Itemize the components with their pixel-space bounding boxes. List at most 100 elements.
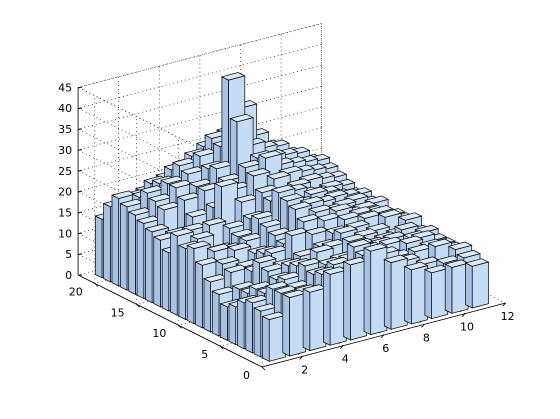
box-edge [78, 23, 322, 88]
bar-top-face [271, 184, 296, 194]
y-tick-mark [261, 366, 266, 371]
bar-top-face [394, 221, 419, 231]
bar-top-face [260, 263, 286, 272]
y-tick-label: 15 [111, 306, 125, 319]
bar-side-face [383, 258, 392, 330]
bar [302, 284, 327, 352]
bar-top-face [464, 258, 490, 267]
bar-side-face [136, 219, 145, 300]
bar-side-face [161, 248, 170, 312]
bar-top-face [316, 212, 342, 222]
bar-top-face [238, 232, 264, 242]
bar-side-face [211, 290, 220, 337]
bar-side-face [253, 307, 262, 358]
bar-top-face [194, 257, 220, 266]
bar-top-face [296, 214, 321, 223]
bar-top-face [214, 256, 240, 265]
bar-side-face [228, 303, 237, 346]
bar-top-face [237, 159, 263, 169]
z-tick-label: 35 [58, 123, 72, 136]
bar-top-face [383, 254, 409, 263]
y-tick-label: 20 [69, 285, 83, 298]
bar-side-face [262, 315, 270, 362]
bar [423, 264, 449, 320]
bar [261, 311, 287, 362]
bar-top-face [168, 179, 194, 189]
x-tick-mark [421, 324, 425, 328]
bar-top-face [208, 160, 234, 170]
bar-top-face [201, 217, 227, 226]
bar-side-face [424, 268, 432, 320]
y-tick-mark [136, 304, 140, 308]
bar-top-face [364, 195, 390, 204]
x-tick-label: 6 [382, 342, 389, 355]
bar-side-face [363, 247, 372, 336]
bar-top-face [410, 230, 436, 239]
bar-side-face [203, 278, 211, 333]
bar-top-face [244, 294, 270, 304]
bar-side-face [145, 227, 153, 304]
bar-top-face [148, 193, 173, 202]
bar-top-face [423, 264, 449, 274]
bar-top-face [266, 171, 292, 180]
bar-top-face [226, 242, 252, 251]
bar-top-face [213, 178, 239, 188]
bar-top-face [456, 249, 481, 259]
bar-top-face [346, 239, 372, 248]
bar-top-face [363, 243, 388, 252]
bar-side-face [444, 263, 453, 314]
bar-top-face [309, 244, 335, 253]
bar-top-face [407, 243, 433, 253]
bar-top-face [281, 289, 307, 298]
bar-top-face [119, 198, 145, 208]
bar-top-face [308, 204, 333, 213]
z-tick-label: 5 [65, 248, 72, 261]
bar-side-face [220, 303, 228, 341]
bar-top-face [217, 173, 243, 182]
z-tick-label: 30 [58, 144, 72, 157]
bar-top-face [287, 201, 313, 210]
bar-top-face [111, 190, 136, 199]
bar [322, 266, 348, 346]
x-tick-mark [299, 356, 303, 360]
bar-side-face [245, 299, 253, 354]
x-tick-label: 12 [501, 310, 515, 323]
x-tick-mark [461, 313, 466, 317]
bar-top-face [206, 243, 232, 252]
bar-top-face [156, 201, 182, 211]
y-tick-mark [219, 345, 224, 350]
bar-top-face [397, 212, 423, 221]
bar-top-face [447, 241, 473, 250]
y-axis [77, 274, 263, 368]
bar-top-face [188, 178, 214, 188]
bar-top-face [259, 219, 284, 228]
bar-side-face [343, 261, 351, 341]
bar-top-face [250, 210, 276, 220]
bar-top-face [322, 266, 348, 275]
x-tick-label: 10 [460, 321, 474, 334]
bar [363, 243, 388, 336]
bar-top-face [192, 148, 218, 157]
bar-top-face [444, 259, 470, 268]
y-tick-label: 5 [201, 348, 208, 361]
bar [464, 258, 490, 309]
bar-top-face [169, 228, 195, 237]
bar-top-face [435, 255, 461, 264]
bar-top-face [342, 256, 368, 266]
bar-top-face [180, 166, 206, 175]
bar-side-face [103, 202, 111, 283]
bar-top-face [144, 223, 170, 233]
bar-top-face [261, 311, 287, 320]
bar-top-face [253, 303, 278, 312]
bar-top-face [341, 233, 367, 243]
bar-top-face [220, 72, 246, 81]
bar-top-face [160, 175, 185, 185]
bar-side-face [195, 261, 203, 329]
bar-top-face [229, 113, 255, 123]
bar-side-face [120, 202, 128, 291]
bar-top-face [263, 245, 289, 254]
bar-top-face [378, 236, 404, 246]
bar-side-face [237, 298, 245, 350]
z-tick-label: 10 [58, 227, 72, 240]
bar-top-face [284, 227, 310, 237]
